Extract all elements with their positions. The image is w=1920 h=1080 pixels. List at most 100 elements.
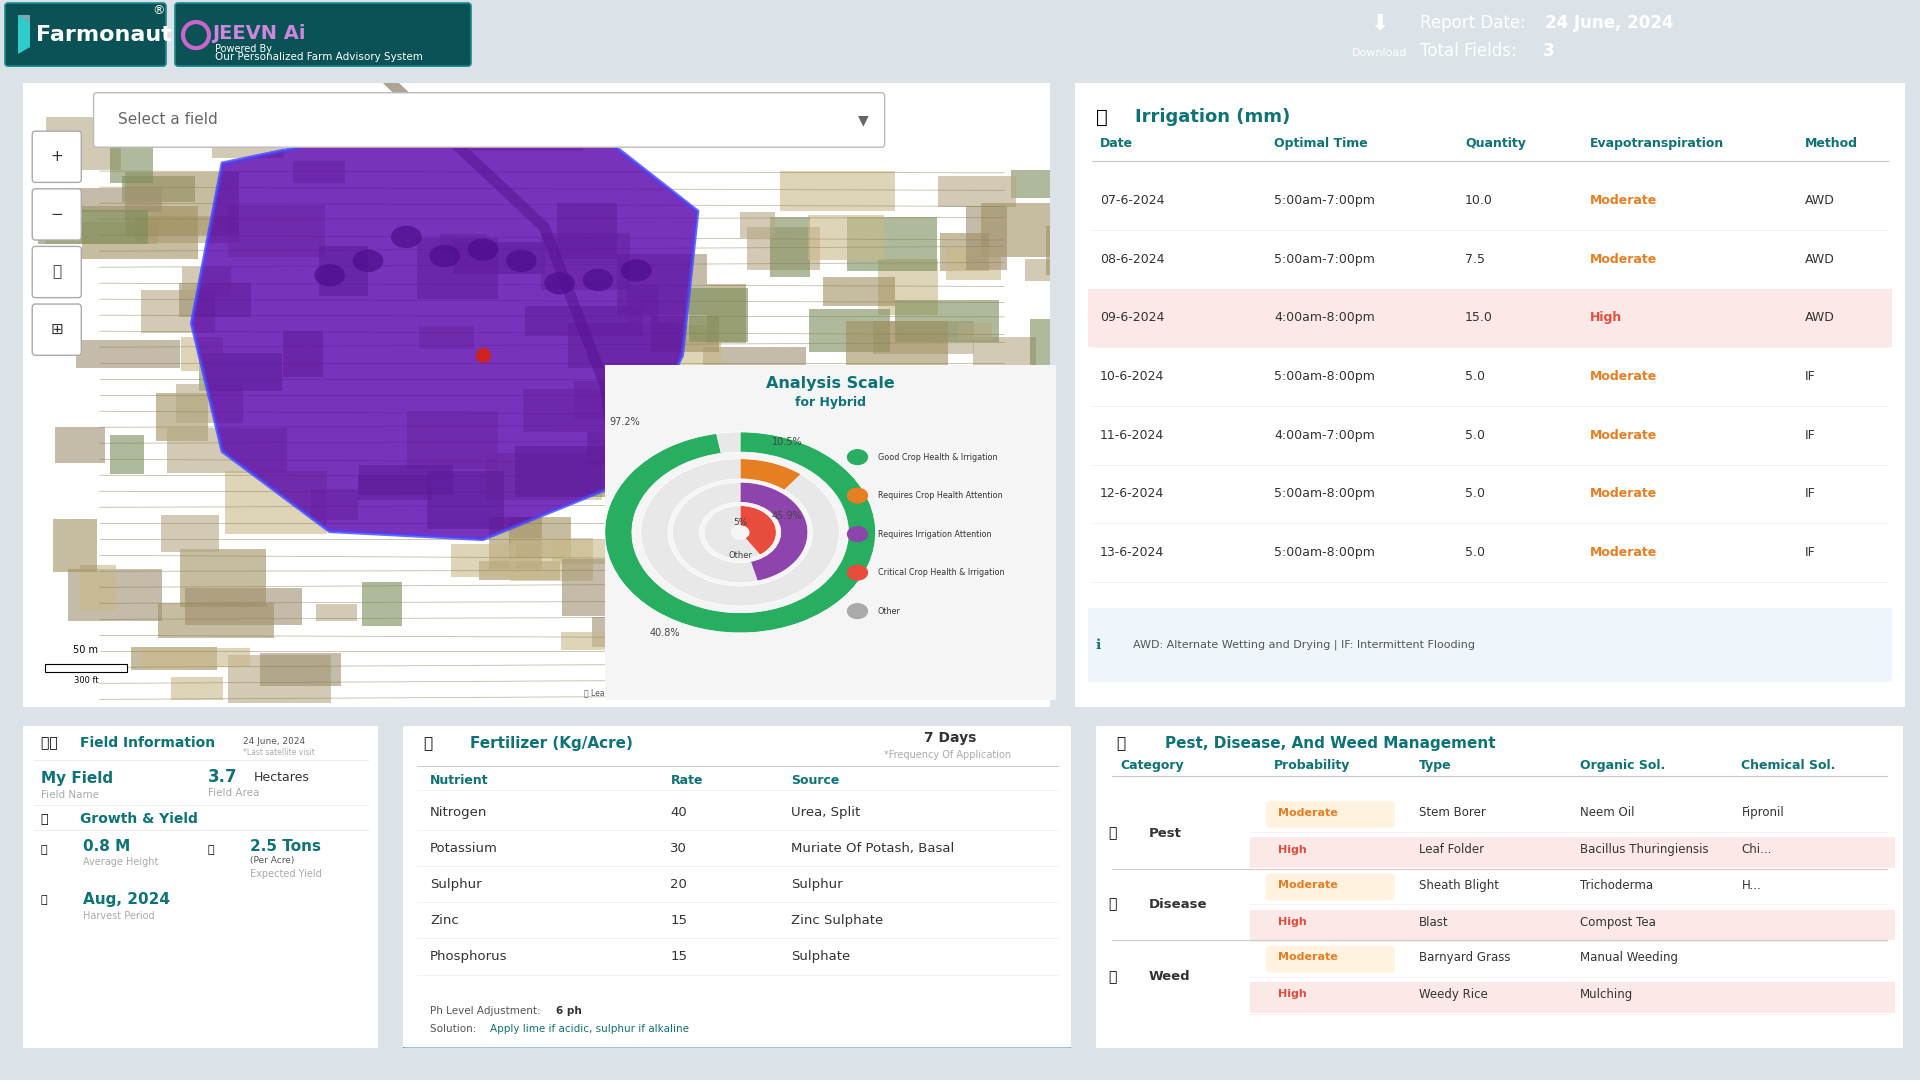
Text: 🌿: 🌿 — [1108, 970, 1117, 984]
Text: Potassium: Potassium — [430, 842, 497, 855]
Text: ⊞: ⊞ — [50, 322, 63, 337]
FancyBboxPatch shape — [33, 189, 81, 240]
Bar — [486, 453, 601, 500]
Text: 3.7: 3.7 — [207, 768, 238, 786]
FancyBboxPatch shape — [21, 725, 380, 1049]
Bar — [808, 215, 883, 259]
Bar — [1029, 320, 1066, 365]
Bar — [845, 321, 948, 375]
Text: AWD: AWD — [1805, 253, 1836, 266]
Bar — [284, 332, 323, 377]
Text: 45.9%: 45.9% — [772, 511, 803, 521]
FancyBboxPatch shape — [1265, 983, 1394, 1010]
Text: Trichoderma: Trichoderma — [1580, 878, 1653, 892]
Text: Weedy Rice: Weedy Rice — [1419, 988, 1488, 1001]
Bar — [407, 411, 497, 469]
Bar — [311, 489, 357, 521]
Text: 09-6-2024: 09-6-2024 — [1100, 311, 1164, 324]
Bar — [134, 216, 240, 243]
Text: High: High — [1279, 845, 1306, 854]
Text: 15: 15 — [670, 950, 687, 963]
Bar — [182, 267, 230, 296]
Bar — [428, 471, 505, 529]
Text: Neem Oil: Neem Oil — [1580, 806, 1634, 819]
Text: IF: IF — [1805, 429, 1816, 442]
Text: Expected Yield: Expected Yield — [250, 869, 323, 879]
Bar — [979, 620, 1021, 640]
Bar — [361, 582, 401, 626]
Text: ℹ: ℹ — [1096, 638, 1102, 652]
Text: IF: IF — [1805, 370, 1816, 383]
Text: Critical Crop Health & Irrigation: Critical Crop Health & Irrigation — [877, 568, 1004, 577]
Bar — [762, 421, 851, 465]
Text: Type: Type — [1419, 759, 1452, 772]
Bar — [200, 352, 282, 391]
Bar — [925, 527, 1033, 549]
Text: ▼: ▼ — [858, 113, 868, 127]
Bar — [561, 632, 668, 650]
Bar — [897, 656, 945, 683]
Bar — [1087, 289, 1893, 347]
Text: Evapotranspiration: Evapotranspiration — [1590, 137, 1724, 150]
Bar — [259, 652, 342, 687]
Text: Ph Level Adjustment:: Ph Level Adjustment: — [430, 1005, 543, 1015]
Polygon shape — [17, 15, 31, 22]
Text: Moderate: Moderate — [1279, 808, 1338, 818]
Text: Field Information: Field Information — [81, 737, 215, 751]
Bar — [1250, 983, 1895, 1013]
Text: Fipronil: Fipronil — [1741, 806, 1784, 819]
Text: −: − — [50, 207, 63, 221]
Ellipse shape — [315, 264, 346, 286]
Text: 5.0: 5.0 — [1465, 370, 1484, 383]
Bar — [1025, 259, 1129, 281]
Text: Nitrogen: Nitrogen — [430, 806, 488, 819]
Text: 🌿: 🌿 — [1096, 108, 1108, 127]
Text: Moderate: Moderate — [1590, 546, 1657, 559]
Text: 0.8 M: 0.8 M — [83, 839, 131, 854]
Bar — [973, 647, 1054, 693]
Bar — [947, 246, 1002, 280]
Text: Probability: Probability — [1273, 759, 1350, 772]
Bar — [77, 340, 180, 368]
Text: +: + — [50, 149, 63, 164]
Text: 🧑‍🌾: 🧑‍🌾 — [40, 737, 58, 751]
Bar — [824, 276, 895, 306]
Text: Requires Crop Health Attention: Requires Crop Health Attention — [877, 491, 1002, 500]
Text: Pest: Pest — [1148, 827, 1181, 840]
Bar — [417, 238, 499, 298]
Text: Rate: Rate — [670, 774, 703, 787]
Bar — [964, 396, 1025, 438]
Text: IF: IF — [1805, 487, 1816, 500]
Text: 15: 15 — [670, 915, 687, 928]
Ellipse shape — [430, 245, 461, 267]
Bar — [1087, 608, 1893, 683]
Wedge shape — [739, 505, 776, 555]
Bar — [453, 242, 545, 273]
Text: 5%: 5% — [733, 518, 747, 527]
Text: 📊: 📊 — [207, 845, 215, 854]
Bar — [315, 605, 357, 621]
Bar — [720, 590, 797, 639]
Text: 6 ph: 6 ph — [557, 1005, 582, 1015]
Bar — [906, 612, 995, 633]
Text: Other: Other — [877, 607, 900, 616]
Text: Field Name: Field Name — [40, 789, 98, 800]
Text: Leaf Folder: Leaf Folder — [1419, 843, 1484, 856]
Text: 24 June, 2024: 24 June, 2024 — [1546, 14, 1674, 32]
Bar — [1046, 226, 1104, 274]
Text: Moderate: Moderate — [1279, 880, 1338, 890]
Text: 10-6-2024: 10-6-2024 — [1100, 370, 1164, 383]
Text: 5.0: 5.0 — [1465, 546, 1484, 559]
Bar — [574, 381, 684, 419]
Ellipse shape — [392, 226, 422, 248]
Text: Moderate: Moderate — [1590, 487, 1657, 500]
FancyBboxPatch shape — [33, 246, 81, 298]
Text: Requires Irrigation Attention: Requires Irrigation Attention — [877, 529, 991, 539]
Text: (Per Acre): (Per Acre) — [250, 856, 296, 865]
Text: 🦠: 🦠 — [1108, 897, 1117, 912]
Bar — [140, 289, 215, 333]
Ellipse shape — [468, 239, 499, 261]
Ellipse shape — [353, 249, 384, 272]
Text: Moderate: Moderate — [1590, 253, 1657, 266]
Text: Other: Other — [728, 552, 753, 561]
